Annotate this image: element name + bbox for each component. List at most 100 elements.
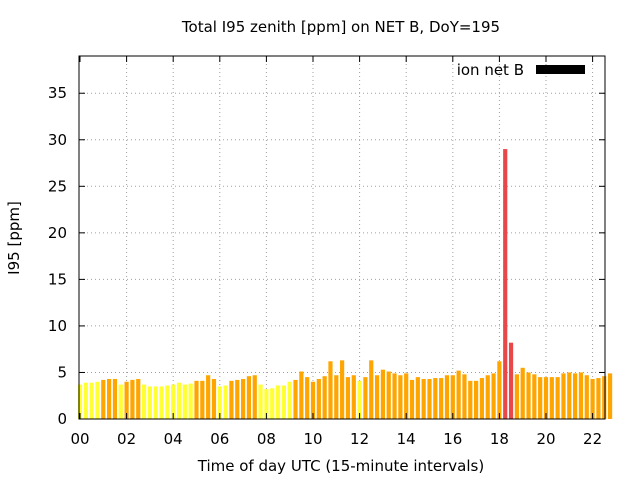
y-tick-label: 30: [48, 131, 67, 149]
bar: [241, 378, 246, 419]
bar: [305, 377, 310, 419]
bar: [538, 377, 543, 419]
y-axis-label: I95 [ppm]: [5, 201, 23, 275]
bar: [479, 378, 485, 419]
y-tick-label: 20: [48, 224, 67, 242]
bar: [561, 373, 566, 419]
bar: [141, 384, 147, 419]
bar: [497, 361, 502, 419]
bar: [567, 372, 572, 419]
bar: [334, 375, 339, 419]
bar: [503, 149, 508, 419]
x-tick-label: 00: [70, 430, 89, 448]
bar: [404, 373, 409, 419]
x-tick-label: 16: [443, 430, 462, 448]
bar: [275, 385, 281, 419]
x-tick-label: 22: [583, 430, 602, 448]
x-tick-label: 08: [257, 430, 276, 448]
bar: [450, 375, 455, 419]
bar: [398, 375, 403, 419]
bar: [194, 380, 199, 419]
bar: [584, 375, 589, 419]
bar: [520, 367, 525, 419]
bar: [357, 380, 362, 419]
bar: [532, 374, 537, 419]
bar: [433, 378, 438, 419]
bar: [258, 384, 263, 419]
bar: [351, 375, 356, 419]
x-tick-label: 20: [536, 430, 555, 448]
bar: [456, 370, 461, 419]
bar: [596, 378, 601, 419]
x-tick-label: 14: [397, 430, 416, 448]
bar: [124, 381, 129, 419]
bar: [299, 371, 304, 419]
bar: [427, 378, 432, 419]
bar: [363, 377, 368, 419]
x-tick-label: 06: [210, 430, 229, 448]
grid-lines: [79, 56, 605, 419]
y-tick-label: 0: [57, 410, 67, 428]
bar: [264, 389, 269, 419]
bar: [345, 377, 351, 419]
bar: [293, 379, 298, 419]
x-tick-label: 02: [117, 430, 136, 448]
bar: [118, 384, 123, 419]
plot-frame: [78, 55, 606, 420]
bar: [246, 376, 252, 419]
bar: [514, 374, 519, 419]
bar: [316, 378, 321, 419]
bar: [159, 386, 164, 419]
y-tick-label: 35: [48, 84, 67, 102]
bar: [95, 381, 100, 419]
bar: [474, 380, 479, 419]
bar: [147, 386, 152, 419]
x-tick-label: 12: [350, 430, 369, 448]
bar: [415, 377, 420, 419]
bar: [223, 385, 228, 419]
bar: [462, 374, 467, 419]
bar: [188, 383, 193, 419]
y-tick-label: 5: [57, 363, 67, 381]
bar: [89, 382, 94, 419]
bar: [310, 381, 316, 419]
x-axis-ticks: 00 02 04 06 08 10 12 14 16 18 20 22: [70, 56, 602, 448]
bars: [77, 149, 613, 419]
bar: [444, 375, 450, 419]
bar: [77, 384, 83, 419]
bar: [491, 373, 496, 419]
bar: [508, 342, 514, 419]
bar: [252, 375, 257, 419]
bar: [281, 385, 286, 419]
bar: [322, 376, 327, 419]
bar: [526, 372, 531, 419]
bar: [101, 379, 106, 419]
bar: [182, 384, 187, 419]
bar: [229, 380, 234, 419]
bar: [380, 369, 385, 419]
bar: [136, 378, 141, 419]
bar: [485, 375, 490, 419]
bar: [130, 379, 135, 419]
y-axis-ticks: 0 5 10 15 20 25 30 35: [48, 84, 605, 428]
bar: [171, 384, 176, 419]
bar: [439, 378, 444, 419]
chart-title: Total I95 zenith [ppm] on NET B, DoY=195: [181, 18, 500, 36]
bar: [543, 377, 549, 419]
bar: [607, 373, 613, 419]
legend-swatch: [536, 65, 585, 74]
bar: [468, 380, 473, 419]
bar: [107, 378, 112, 419]
bar: [409, 379, 415, 419]
bar: [590, 378, 595, 419]
bar: [211, 378, 217, 419]
bar: [421, 378, 426, 419]
bar: [578, 372, 584, 419]
bar: [235, 379, 240, 419]
bar: [287, 381, 292, 419]
x-tick-label: 04: [164, 430, 183, 448]
bar: [369, 360, 374, 419]
bar: [112, 378, 118, 419]
bar: [573, 373, 578, 419]
